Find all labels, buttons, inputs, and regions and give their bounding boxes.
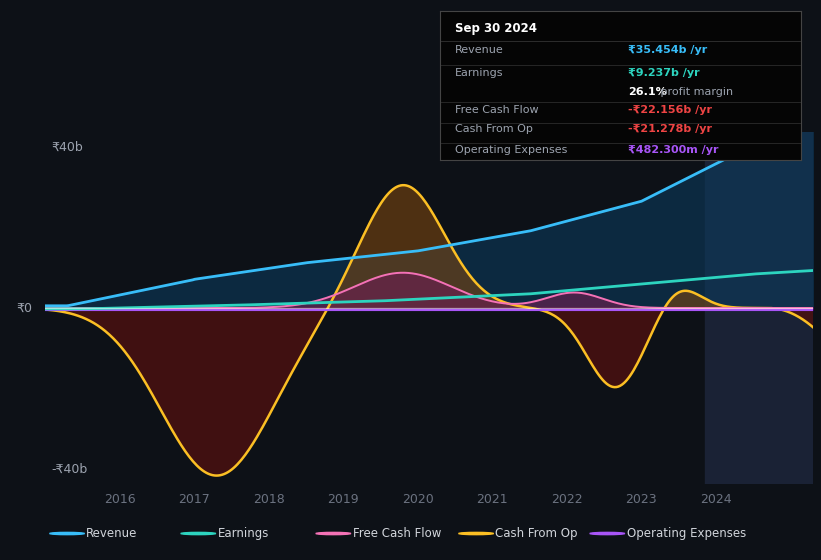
Text: ₹0: ₹0	[16, 301, 32, 315]
Text: ₹35.454b /yr: ₹35.454b /yr	[628, 45, 707, 55]
Text: Earnings: Earnings	[455, 68, 503, 78]
Circle shape	[590, 533, 625, 535]
Text: Free Cash Flow: Free Cash Flow	[455, 105, 538, 115]
Text: Operating Expenses: Operating Expenses	[455, 145, 566, 155]
Text: -₹21.278b /yr: -₹21.278b /yr	[628, 124, 712, 134]
Text: Sep 30 2024: Sep 30 2024	[455, 22, 536, 35]
Text: profit margin: profit margin	[657, 87, 733, 97]
Text: Revenue: Revenue	[455, 45, 503, 55]
Text: Operating Expenses: Operating Expenses	[626, 527, 745, 540]
Circle shape	[316, 533, 351, 535]
Text: Cash From Op: Cash From Op	[455, 124, 532, 134]
Text: Cash From Op: Cash From Op	[495, 527, 578, 540]
Text: ₹482.300m /yr: ₹482.300m /yr	[628, 145, 718, 155]
Circle shape	[50, 533, 85, 535]
Circle shape	[459, 533, 493, 535]
Bar	[704, 132, 821, 484]
Text: Free Cash Flow: Free Cash Flow	[353, 527, 441, 540]
Text: 26.1%: 26.1%	[628, 87, 667, 97]
Text: -₹22.156b /yr: -₹22.156b /yr	[628, 105, 712, 115]
Circle shape	[181, 533, 216, 535]
Text: ₹40b: ₹40b	[51, 141, 83, 153]
Text: Revenue: Revenue	[86, 527, 138, 540]
Text: ₹9.237b /yr: ₹9.237b /yr	[628, 68, 699, 78]
Text: -₹40b: -₹40b	[51, 463, 88, 475]
Text: Earnings: Earnings	[218, 527, 269, 540]
